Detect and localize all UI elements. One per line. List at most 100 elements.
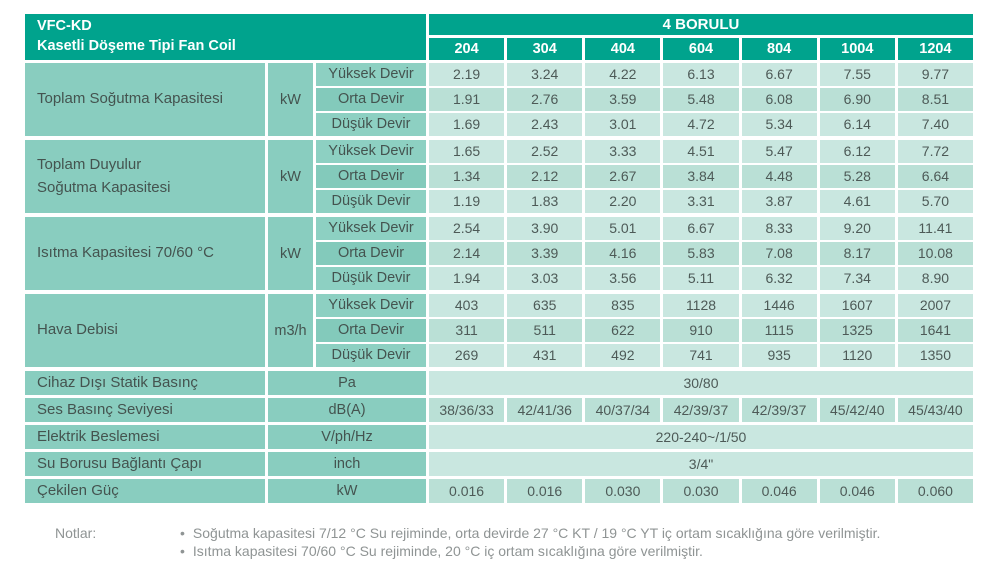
value-cell: 5.28 — [819, 165, 895, 188]
group-label: Toplam Soğutma Kapasitesi — [25, 63, 265, 136]
speed-label-high: Yüksek Devir — [316, 217, 426, 240]
value-cell: 4.61 — [819, 190, 895, 213]
value-cell: 1325 — [819, 319, 895, 342]
spec-table: VFC-KD Kasetli Döşeme Tipi Fan Coil 4 BO… — [25, 14, 973, 506]
value-cell: 45/42/40 — [819, 398, 895, 422]
value-cell: 3.56 — [585, 267, 661, 290]
value-cell: 0.046 — [741, 479, 817, 503]
value-cell: 9.20 — [819, 217, 895, 240]
pipe-system-header: 4 BORULU — [429, 14, 973, 35]
group-air-flow: Hava Debisi m3/h Yüksek Devir 403 635 835 1… — [25, 294, 973, 367]
value-cell: 2.12 — [507, 165, 583, 188]
value-cell: 6.90 — [819, 88, 895, 111]
value-cell: 6.08 — [741, 88, 817, 111]
row-label: Çekilen Güç — [25, 479, 265, 503]
value-cell: 5.47 — [741, 140, 817, 163]
value-cell: 5.11 — [663, 267, 739, 290]
group-unit: kW — [268, 140, 313, 213]
speed-label-low: Düşük Devir — [316, 190, 426, 213]
value-cell: 1350 — [897, 344, 973, 367]
value-cell: 3.03 — [507, 267, 583, 290]
row-pipe-connection: Su Borusu Bağlantı Çapı inch 3/4" — [25, 452, 973, 476]
value-cell: 2.14 — [429, 242, 505, 265]
value-cell: 2.43 — [507, 113, 583, 136]
value-cell: 1115 — [741, 319, 817, 342]
value-cell: 42/41/36 — [507, 398, 583, 422]
value-cell: 0.030 — [663, 479, 739, 503]
speed-label-mid: Orta Devir — [316, 319, 426, 342]
value-cell: 2.20 — [585, 190, 661, 213]
value-cell: 1446 — [741, 294, 817, 317]
speed-label-mid: Orta Devir — [316, 242, 426, 265]
value-cell: 10.08 — [897, 242, 973, 265]
notes-list: • Soğutma kapasitesi 7/12 °C Su rejimind… — [180, 524, 880, 560]
value-cell: 4.16 — [585, 242, 661, 265]
row-label: Elektrik Beslemesi — [25, 425, 265, 449]
group-label: Isıtma Kapasitesi 70/60 °C — [25, 217, 265, 290]
value-cell: 910 — [663, 319, 739, 342]
notes-label: Notlar: — [55, 525, 97, 541]
value-cell: 45/43/40 — [897, 398, 973, 422]
model-header-cell: 804 — [741, 38, 817, 60]
value-cell: 2007 — [897, 294, 973, 317]
product-title-cell: VFC-KD Kasetli Döşeme Tipi Fan Coil — [25, 14, 426, 60]
group-unit: kW — [268, 217, 313, 290]
value-cell: 6.13 — [663, 63, 739, 86]
bullet-icon: • — [180, 525, 185, 541]
value-cell: 1641 — [897, 319, 973, 342]
value-cell: 0.016 — [507, 479, 583, 503]
value-cell: 1120 — [819, 344, 895, 367]
value-cell: 511 — [507, 319, 583, 342]
speed-label-low: Düşük Devir — [316, 267, 426, 290]
group-unit: kW — [268, 63, 313, 136]
model-header-cell: 1004 — [819, 38, 895, 60]
value-cell: 5.34 — [741, 113, 817, 136]
note-item: • Soğutma kapasitesi 7/12 °C Su rejimind… — [180, 524, 880, 542]
value-cell: 403 — [429, 294, 505, 317]
value-cell: 42/39/37 — [741, 398, 817, 422]
value-cell: 2.76 — [507, 88, 583, 111]
speed-label-low: Düşük Devir — [316, 344, 426, 367]
row-label: Ses Basınç Seviyesi — [25, 398, 265, 422]
bullet-icon: • — [180, 543, 185, 559]
group-sensible-cooling-capacity: Toplam Duyulur Soğutma Kapasitesi kW Yük… — [25, 140, 973, 213]
value-cell: 3.90 — [507, 217, 583, 240]
value-cell: 3.33 — [585, 140, 661, 163]
row-value: 3/4" — [429, 452, 973, 476]
value-cell: 492 — [585, 344, 661, 367]
value-cell: 431 — [507, 344, 583, 367]
value-cell: 3.24 — [507, 63, 583, 86]
row-sound-pressure: Ses Basınç Seviyesi dB(A) 38/36/33 42/41/… — [25, 398, 973, 422]
row-unit: Pa — [268, 371, 426, 395]
model-header-cell: 204 — [429, 38, 505, 60]
speed-label-mid: Orta Devir — [316, 165, 426, 188]
value-cell: 8.90 — [897, 267, 973, 290]
value-cell: 7.08 — [741, 242, 817, 265]
value-cell: 2.19 — [429, 63, 505, 86]
value-cell: 8.33 — [741, 217, 817, 240]
value-cell: 3.01 — [585, 113, 661, 136]
value-cell: 7.55 — [819, 63, 895, 86]
value-cell: 7.40 — [897, 113, 973, 136]
value-cell: 2.52 — [507, 140, 583, 163]
value-cell: 5.70 — [897, 190, 973, 213]
model-header-cell: 604 — [663, 38, 739, 60]
speed-label-high: Yüksek Devir — [316, 140, 426, 163]
value-cell: 7.34 — [819, 267, 895, 290]
row-value: 30/80 — [429, 371, 973, 395]
row-static-pressure: Cihaz Dışı Statik Basınç Pa 30/80 — [25, 371, 973, 395]
value-cell: 1.19 — [429, 190, 505, 213]
group-heating-capacity: Isıtma Kapasitesi 70/60 °C kW Yüksek Dev… — [25, 217, 973, 290]
group-unit: m3/h — [268, 294, 313, 367]
row-unit: kW — [268, 479, 426, 503]
note-text: Soğutma kapasitesi 7/12 °C Su rejiminde,… — [192, 525, 881, 541]
speed-label-mid: Orta Devir — [316, 88, 426, 111]
row-power-input: Çekilen Güç kW 0.016 0.016 0.030 0.030 0.046… — [25, 479, 973, 503]
value-cell: 2.54 — [429, 217, 505, 240]
value-cell: 269 — [429, 344, 505, 367]
note-text: Isıtma kapasitesi 70/60 °C Su rejiminde,… — [192, 543, 703, 559]
value-cell: 741 — [663, 344, 739, 367]
table-header: VFC-KD Kasetli Döşeme Tipi Fan Coil 4 BO… — [25, 14, 973, 60]
value-cell: 9.77 — [897, 63, 973, 86]
